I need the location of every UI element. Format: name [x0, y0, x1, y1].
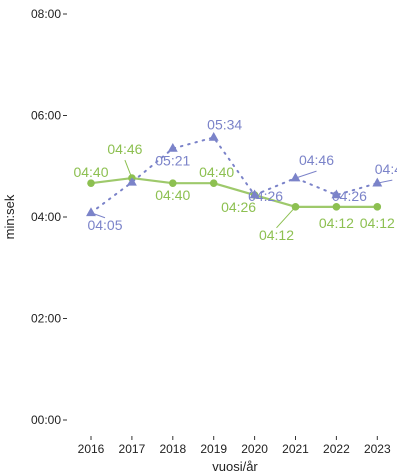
x-tick-label: 2016: [78, 442, 105, 456]
x-axis-title: vuosi/år: [212, 459, 258, 474]
y-axis-title: min:sek: [2, 194, 17, 239]
data-point: [373, 203, 382, 211]
data-point: [209, 179, 218, 187]
data-point: [249, 189, 260, 199]
data-label: 04:40: [199, 164, 234, 180]
y-tick-label: 02:00: [31, 312, 61, 326]
data-label: 04:05: [87, 217, 122, 233]
series-line-1: [90, 136, 379, 214]
data-label: 04:26: [248, 188, 283, 204]
data-label: 04:12: [259, 227, 294, 243]
data-point: [167, 142, 178, 152]
data-label: 04:46: [299, 152, 334, 168]
leader-line: [377, 179, 393, 184]
data-label: 04:26: [221, 199, 256, 215]
data-point: [87, 179, 95, 187]
series-line-0: [89, 176, 379, 208]
leader-line: [276, 206, 296, 229]
leader-line: [90, 212, 106, 219]
x-tick-label: 2023: [364, 442, 391, 456]
data-label: 04:40: [73, 164, 108, 180]
data-point: [126, 176, 137, 186]
leader-line: [295, 170, 317, 179]
data-label: 05:34: [207, 116, 242, 132]
x-tick-label: 2020: [241, 442, 268, 456]
x-tick-label: 2021: [282, 442, 309, 456]
data-point: [331, 189, 342, 199]
data-point: [208, 131, 219, 141]
data-label: 04:12: [360, 215, 395, 231]
x-axis: 2016 2017 2018 2019 2020 2021 2022 2023: [78, 436, 391, 456]
x-tick-label: 2022: [323, 442, 350, 456]
leader-line: [124, 159, 133, 179]
y-tick-label: 00:00: [31, 413, 61, 427]
data-point: [290, 172, 301, 182]
y-tick-label: 08:00: [31, 7, 61, 21]
y-tick-label: 06:00: [31, 109, 61, 123]
data-label: 04:12: [319, 215, 354, 231]
x-tick-label: 2017: [119, 442, 146, 456]
data-label: 04:46: [107, 141, 142, 157]
data-label: 04:26: [332, 188, 367, 204]
data-point: [86, 207, 96, 217]
data-point: [169, 179, 177, 187]
data-label: 04:40: [155, 187, 190, 203]
x-tick-label: 2019: [200, 442, 227, 456]
y-tick-label: 04:00: [31, 210, 61, 224]
data-point: [332, 203, 341, 211]
data-label: 05:21: [155, 152, 190, 168]
data-point: [372, 177, 383, 187]
x-tick-label: 2018: [159, 442, 186, 456]
y-axis: 00:00 02:00 04:00 06:00 08:00: [31, 7, 67, 427]
data-label: 04:40: [375, 161, 397, 177]
